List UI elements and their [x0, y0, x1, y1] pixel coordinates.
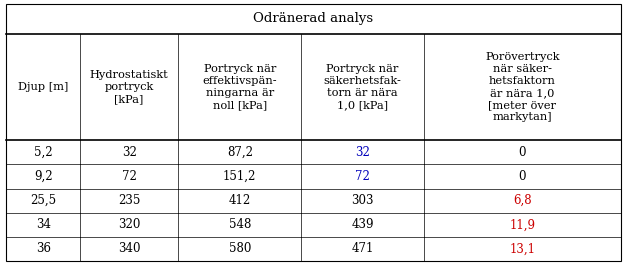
Text: 471: 471 — [352, 242, 374, 255]
Text: 32: 32 — [356, 146, 370, 159]
Text: 72: 72 — [356, 170, 370, 183]
Text: Porövertryck
när säker-
hetsfaktorn
är nära 1,0
[meter över
markytan]: Porövertryck när säker- hetsfaktorn är n… — [485, 52, 560, 122]
Text: 303: 303 — [351, 194, 374, 207]
Text: 0: 0 — [519, 170, 526, 183]
Text: 11,9: 11,9 — [509, 218, 535, 231]
Text: 580: 580 — [229, 242, 251, 255]
Text: 412: 412 — [229, 194, 251, 207]
Text: 32: 32 — [122, 146, 137, 159]
Text: 548: 548 — [229, 218, 251, 231]
Text: Portryck när
säkerhetsfak-
torn är nära
1,0 [kPa]: Portryck när säkerhetsfak- torn är nära … — [324, 64, 402, 110]
Text: 87,2: 87,2 — [227, 146, 253, 159]
Text: Portryck när
effektivspän-
ningarna är
noll [kPa]: Portryck när effektivspän- ningarna är n… — [203, 64, 277, 110]
Text: Odränerad analys: Odränerad analys — [253, 12, 374, 25]
Text: 72: 72 — [122, 170, 137, 183]
Text: 25,5: 25,5 — [30, 194, 56, 207]
Text: 36: 36 — [36, 242, 51, 255]
Text: 13,1: 13,1 — [509, 242, 535, 255]
Text: 0: 0 — [519, 146, 526, 159]
Text: 439: 439 — [351, 218, 374, 231]
Text: 6,8: 6,8 — [513, 194, 532, 207]
Text: 320: 320 — [118, 218, 140, 231]
Text: 235: 235 — [118, 194, 140, 207]
Text: 34: 34 — [36, 218, 51, 231]
Text: 340: 340 — [118, 242, 140, 255]
Text: Hydrostatiskt
portryck
[kPa]: Hydrostatiskt portryck [kPa] — [90, 70, 169, 104]
Text: Djup [m]: Djup [m] — [18, 82, 68, 92]
Text: 5,2: 5,2 — [34, 146, 53, 159]
Text: 151,2: 151,2 — [223, 170, 256, 183]
Text: 9,2: 9,2 — [34, 170, 53, 183]
